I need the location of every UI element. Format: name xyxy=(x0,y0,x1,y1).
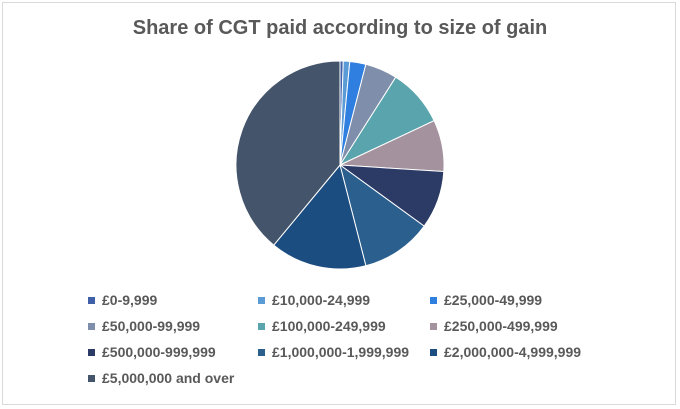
legend-item: £0-9,999 xyxy=(88,291,157,309)
legend-label: £25,000-49,999 xyxy=(444,292,543,308)
legend-swatch xyxy=(430,349,437,356)
legend-item: £10,000-24,999 xyxy=(258,291,370,309)
legend-item: £2,000,000-4,999,999 xyxy=(430,343,581,361)
pie-slice xyxy=(273,163,367,270)
legend-label: £250,000-499,999 xyxy=(444,318,558,334)
legend-item: £500,000-999,999 xyxy=(88,343,216,361)
pie-slice xyxy=(235,60,341,246)
legend-item: £250,000-499,999 xyxy=(430,317,558,335)
legend-swatch xyxy=(430,323,437,330)
legend-label: £5,000,000 and over xyxy=(102,370,235,386)
legend-item: £100,000-249,999 xyxy=(258,317,386,335)
legend-label: £0-9,999 xyxy=(102,292,158,308)
chart-title: Share of CGT paid according to size of g… xyxy=(132,17,548,39)
pie-slice xyxy=(339,163,425,267)
legend-swatch xyxy=(258,323,265,330)
legend-label: £1,000,000-1,999,999 xyxy=(272,344,410,360)
legend-label: £100,000-249,999 xyxy=(272,318,386,334)
legend-swatch xyxy=(258,349,265,356)
legend-item: £1,000,000-1,999,999 xyxy=(258,343,409,361)
legend-swatch xyxy=(88,323,95,330)
legend-swatch xyxy=(88,297,95,304)
legend-item: £5,000,000 and over xyxy=(88,369,234,387)
legend-item: £50,000-99,999 xyxy=(88,317,200,335)
legend-swatch xyxy=(430,297,437,304)
legend-swatch xyxy=(258,297,265,304)
legend-swatch xyxy=(88,349,95,356)
legend-item: £25,000-49,999 xyxy=(430,291,542,309)
legend-label: £50,000-99,999 xyxy=(102,318,201,334)
legend-swatch xyxy=(88,375,95,382)
legend-label: £500,000-999,999 xyxy=(102,344,216,360)
legend-label: £10,000-24,999 xyxy=(272,292,371,308)
legend-label: £2,000,000-4,999,999 xyxy=(444,344,582,360)
